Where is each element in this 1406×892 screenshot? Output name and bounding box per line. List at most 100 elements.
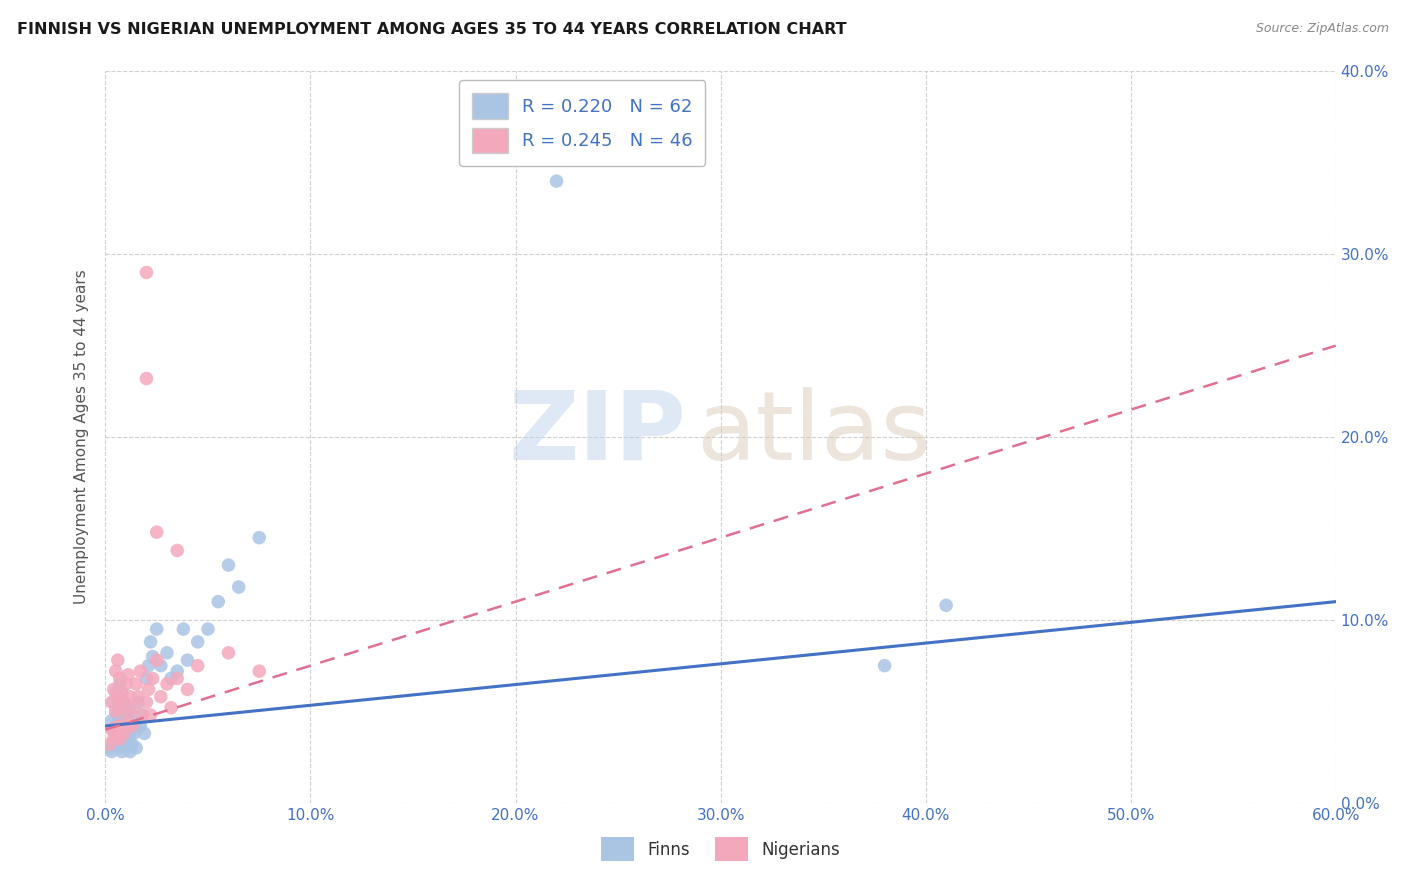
Point [98, 740, 121, 755]
Point [138, 658, 160, 673]
Point [131, 708, 153, 723]
Point [166, 664, 188, 678]
Point [108, 677, 131, 691]
Text: ZIP: ZIP [508, 387, 686, 480]
Point [873, 658, 896, 673]
Point [127, 690, 149, 704]
Point [104, 726, 127, 740]
Point [135, 695, 157, 709]
Point [125, 740, 148, 755]
Point [111, 686, 134, 700]
Point [207, 594, 229, 608]
Point [111, 726, 134, 740]
Point [107, 708, 129, 723]
Y-axis label: Unemployment Among Ages 35 to 44 years: Unemployment Among Ages 35 to 44 years [75, 269, 90, 605]
Point [115, 723, 138, 737]
Point [139, 635, 162, 649]
Point [160, 700, 183, 714]
Point [103, 731, 125, 746]
Point [145, 653, 167, 667]
Point [111, 686, 134, 700]
Point [100, 723, 122, 737]
Point [125, 719, 148, 733]
Point [112, 737, 135, 751]
Point [135, 371, 157, 385]
Point [125, 677, 148, 691]
Point [103, 682, 125, 697]
Point [122, 726, 145, 740]
Point [172, 622, 194, 636]
Point [187, 658, 209, 673]
Point [115, 700, 138, 714]
Point [108, 723, 131, 737]
Point [139, 708, 162, 723]
Point [104, 664, 127, 678]
Point [112, 726, 135, 740]
Point [115, 677, 138, 691]
Point [197, 622, 219, 636]
Point [156, 646, 179, 660]
Point [247, 531, 270, 545]
Point [111, 719, 134, 733]
Point [187, 635, 209, 649]
Point [117, 708, 139, 723]
Point [103, 695, 125, 709]
Point [127, 695, 149, 709]
Point [117, 708, 139, 723]
Point [135, 266, 157, 280]
Point [166, 543, 188, 558]
Point [120, 745, 141, 759]
Point [120, 726, 141, 740]
Point [111, 745, 134, 759]
Point [935, 599, 957, 613]
Point [149, 658, 172, 673]
Point [98, 737, 121, 751]
Point [121, 719, 143, 733]
Point [108, 672, 131, 686]
Point [112, 719, 135, 733]
Point [129, 664, 152, 678]
Point [142, 672, 165, 686]
Point [176, 653, 198, 667]
Text: atlas: atlas [696, 387, 931, 480]
Point [134, 726, 156, 740]
Point [107, 690, 129, 704]
Point [107, 726, 129, 740]
Point [104, 705, 127, 719]
Point [107, 740, 129, 755]
Point [108, 731, 131, 746]
Point [138, 682, 160, 697]
Point [117, 667, 139, 681]
Point [546, 174, 568, 188]
Text: FINNISH VS NIGERIAN UNEMPLOYMENT AMONG AGES 35 TO 44 YEARS CORRELATION CHART: FINNISH VS NIGERIAN UNEMPLOYMENT AMONG A… [17, 22, 846, 37]
Point [100, 745, 122, 759]
Point [107, 690, 129, 704]
Point [247, 664, 270, 678]
Point [108, 700, 131, 714]
Point [156, 677, 179, 691]
Point [115, 719, 138, 733]
Point [115, 740, 138, 755]
Point [121, 714, 143, 728]
Point [218, 646, 240, 660]
Point [100, 695, 122, 709]
Text: Source: ZipAtlas.com: Source: ZipAtlas.com [1256, 22, 1389, 36]
Point [117, 731, 139, 746]
Point [121, 737, 143, 751]
Point [112, 695, 135, 709]
Point [142, 649, 165, 664]
Point [104, 686, 127, 700]
Point [108, 737, 131, 751]
Point [112, 695, 135, 709]
Point [228, 580, 250, 594]
Point [103, 723, 125, 737]
Point [129, 719, 152, 733]
Legend: Finns, Nigerians: Finns, Nigerians [595, 830, 846, 868]
Point [108, 705, 131, 719]
Point [131, 708, 153, 723]
Point [100, 714, 122, 728]
Point [104, 719, 127, 733]
Point [103, 737, 125, 751]
Point [149, 690, 172, 704]
Point [166, 672, 188, 686]
